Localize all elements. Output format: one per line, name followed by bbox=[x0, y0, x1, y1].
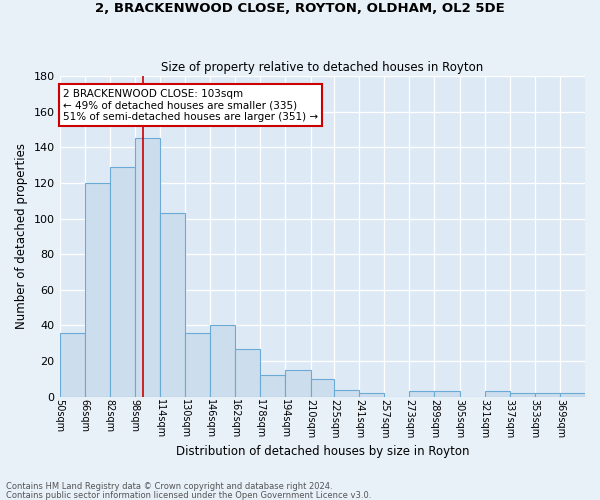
Text: 2 BRACKENWOOD CLOSE: 103sqm
← 49% of detached houses are smaller (335)
51% of se: 2 BRACKENWOOD CLOSE: 103sqm ← 49% of det… bbox=[62, 88, 318, 122]
Bar bbox=[434, 392, 460, 396]
Bar bbox=[110, 167, 135, 396]
Bar bbox=[210, 326, 235, 396]
Bar bbox=[235, 348, 260, 397]
Y-axis label: Number of detached properties: Number of detached properties bbox=[15, 144, 28, 330]
Text: 2, BRACKENWOOD CLOSE, ROYTON, OLDHAM, OL2 5DE: 2, BRACKENWOOD CLOSE, ROYTON, OLDHAM, OL… bbox=[95, 2, 505, 16]
Bar bbox=[160, 213, 185, 396]
Bar bbox=[286, 370, 311, 396]
Bar bbox=[485, 392, 510, 396]
Bar bbox=[409, 392, 434, 396]
Bar bbox=[311, 379, 334, 396]
Bar bbox=[510, 393, 535, 396]
Bar bbox=[85, 183, 110, 396]
Bar bbox=[334, 390, 359, 396]
Bar bbox=[185, 332, 210, 396]
Bar bbox=[535, 393, 560, 396]
Bar bbox=[135, 138, 160, 396]
Bar bbox=[59, 332, 85, 396]
Bar bbox=[560, 393, 585, 396]
Text: Contains public sector information licensed under the Open Government Licence v3: Contains public sector information licen… bbox=[6, 490, 371, 500]
Bar bbox=[260, 376, 286, 396]
Title: Size of property relative to detached houses in Royton: Size of property relative to detached ho… bbox=[161, 60, 484, 74]
Text: Contains HM Land Registry data © Crown copyright and database right 2024.: Contains HM Land Registry data © Crown c… bbox=[6, 482, 332, 491]
Bar bbox=[359, 393, 384, 396]
X-axis label: Distribution of detached houses by size in Royton: Distribution of detached houses by size … bbox=[176, 444, 469, 458]
